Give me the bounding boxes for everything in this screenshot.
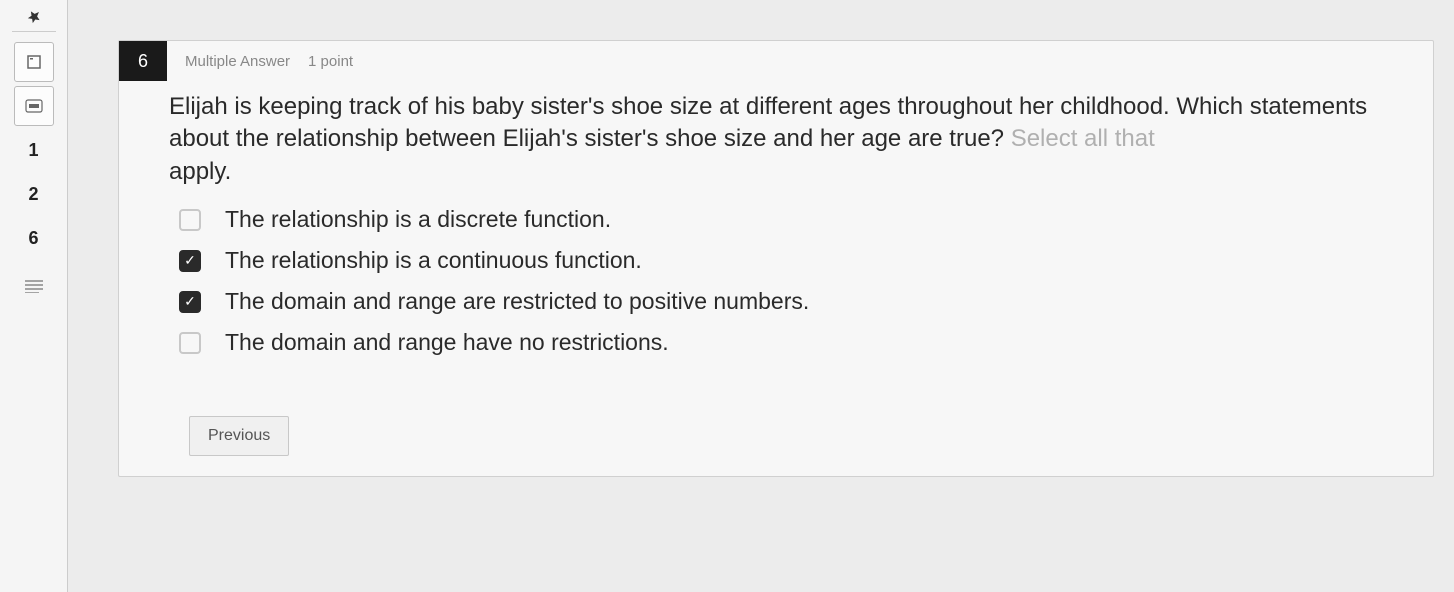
question-body: Elijah is keeping track of his baby sist…: [119, 81, 1433, 456]
option-row: The domain and range have no restriction…: [179, 329, 1393, 356]
sidebar-list-icon[interactable]: [14, 266, 54, 306]
checkbox-option-4[interactable]: [179, 332, 201, 354]
sidebar-nav-6[interactable]: 6: [14, 218, 54, 258]
question-number: 6: [119, 41, 167, 81]
prompt-tail: apply.: [169, 158, 231, 185]
sidebar-outline-icon[interactable]: [14, 42, 54, 82]
question-prompt: Elijah is keeping track of his baby sist…: [169, 91, 1393, 188]
sidebar: 1 2 6: [0, 0, 68, 592]
option-text: The relationship is a discrete function.: [225, 206, 611, 233]
pin-icon[interactable]: [12, 8, 56, 32]
question-card: 6 Multiple Answer 1 point Elijah is keep…: [118, 40, 1434, 477]
sidebar-nav-2[interactable]: 2: [14, 174, 54, 214]
checkbox-option-1[interactable]: [179, 209, 201, 231]
option-text: The domain and range are restricted to p…: [225, 288, 809, 315]
question-type: Multiple Answer: [185, 53, 290, 70]
main-content: 6 Multiple Answer 1 point Elijah is keep…: [68, 0, 1454, 592]
prompt-faded: Select all that: [1011, 125, 1155, 152]
prompt-main: Elijah is keeping track of his baby sist…: [169, 93, 1367, 152]
checkbox-option-2[interactable]: ✓: [179, 250, 201, 272]
option-text: The domain and range have no restriction…: [225, 329, 669, 356]
option-row: ✓ The relationship is a continuous funct…: [179, 247, 1393, 274]
sidebar-view-icon[interactable]: [14, 86, 54, 126]
checkbox-option-3[interactable]: ✓: [179, 291, 201, 313]
option-text: The relationship is a continuous functio…: [225, 247, 642, 274]
question-footer: Previous: [169, 416, 1393, 456]
question-header: 6 Multiple Answer 1 point: [119, 41, 1433, 81]
option-row: ✓ The domain and range are restricted to…: [179, 288, 1393, 315]
options-list: The relationship is a discrete function.…: [169, 206, 1393, 356]
sidebar-nav-1[interactable]: 1: [14, 130, 54, 170]
previous-button[interactable]: Previous: [189, 416, 289, 456]
option-row: The relationship is a discrete function.: [179, 206, 1393, 233]
question-points: 1 point: [308, 53, 353, 70]
